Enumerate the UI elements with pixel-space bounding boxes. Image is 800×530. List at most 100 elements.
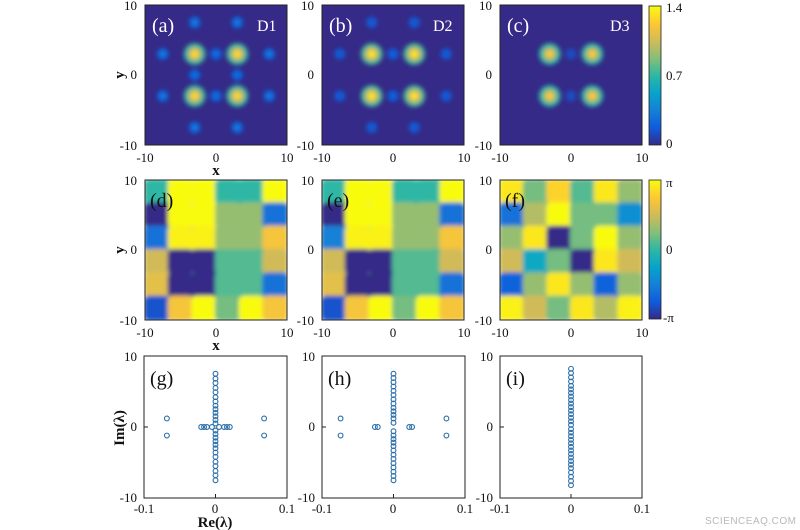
y-tick-e-mid: 0 — [308, 242, 315, 257]
y-tick-d-mid: 0 — [131, 242, 138, 257]
spectrum-scatter-h — [321, 355, 466, 499]
density-peak-core — [589, 50, 596, 58]
phase-cell — [145, 272, 170, 298]
eigenvalue-point — [261, 415, 268, 422]
eigenvalue-point — [212, 434, 219, 441]
x-tick-c-left: -10 — [491, 150, 508, 165]
phase-cell — [262, 225, 287, 251]
x-tick-i-right: 0.1 — [634, 501, 650, 516]
phase-cell — [392, 202, 418, 228]
y-tick-a-mid: 0 — [131, 67, 138, 82]
phase-cell — [392, 225, 418, 251]
density-peak-core — [569, 94, 573, 98]
phase-cell — [570, 180, 596, 205]
phase-cell — [500, 272, 525, 298]
phase-cell — [500, 180, 525, 205]
y-tick-i-top: 10 — [480, 349, 493, 364]
phase-cell — [617, 202, 642, 228]
eigenvalue-point — [568, 443, 574, 450]
density-peak-core — [160, 52, 165, 56]
density-peak-core — [368, 92, 376, 100]
eigenvalue-point — [568, 451, 574, 457]
eigenvalue-point — [568, 407, 574, 414]
y-tick-f-bot: -10 — [475, 313, 492, 328]
y-tick-e-top: 10 — [301, 173, 314, 188]
x-tick-g-left: -0.1 — [134, 501, 155, 516]
y-tick-b-mid: 0 — [308, 67, 315, 82]
y-tick-g-mid: 0 — [131, 419, 138, 434]
heatmap-background — [500, 5, 642, 145]
density-peak-core — [267, 94, 272, 98]
eigenvalue-point — [406, 424, 413, 430]
phase-cell — [593, 225, 620, 251]
phase-cell — [322, 249, 347, 275]
eigenvalue-point — [568, 400, 574, 407]
phase-cell — [191, 249, 217, 275]
panel-h: (h) 10 0 -10 -0.1 0 0.1 — [298, 349, 473, 516]
density-colorbar-tick-mid: 0.7 — [666, 68, 683, 83]
density-heatmap-b — [322, 5, 464, 145]
eigenvalue-point — [568, 411, 574, 418]
heatmap-background — [145, 5, 287, 145]
density-peak-core — [412, 125, 417, 130]
phase-cell — [368, 295, 394, 320]
eigenvalue-point — [443, 432, 450, 439]
phase-cell — [368, 202, 394, 228]
phase-cell — [415, 202, 442, 228]
phase-cell — [191, 202, 217, 228]
phase-cell — [392, 180, 418, 205]
phase-cell — [522, 249, 549, 275]
x-tick-a-mid: 0 — [213, 150, 220, 165]
density-colorbar: 1.4 0.7 0 — [648, 0, 683, 151]
y-axis-label-a: y — [112, 71, 128, 79]
phase-cell — [215, 249, 241, 275]
phase-cells — [322, 180, 464, 320]
eigenvalue-point — [568, 389, 574, 396]
panel-c: (c) D3 10 0 -10 -10 0 10 — [475, 0, 649, 165]
density-peak-core — [411, 92, 418, 100]
phase-cell — [145, 180, 170, 205]
eigenvalue-point — [568, 418, 574, 425]
eigenvalue-point — [568, 397, 574, 403]
x-tick-h-left: -0.1 — [312, 501, 333, 516]
y-tick-h-mid: 0 — [309, 419, 316, 434]
phase-cell — [522, 225, 549, 251]
phase-cell — [500, 249, 525, 275]
density-peak-core — [160, 94, 165, 98]
y-tick-i-mid: 0 — [487, 419, 494, 434]
density-heatmap-a — [145, 5, 287, 145]
phase-cell — [415, 295, 442, 320]
phase-cell — [617, 249, 642, 275]
eigenvalue-point — [390, 439, 397, 446]
phase-cell — [439, 249, 464, 275]
phase-cell — [145, 225, 170, 251]
phase-cell — [593, 295, 620, 320]
eigenvalue-point — [568, 447, 574, 454]
x-tick-f-left: -10 — [491, 325, 508, 340]
phase-cell — [238, 225, 265, 251]
phase-cell — [191, 272, 217, 298]
y-tick-b-top: 10 — [301, 0, 314, 13]
phase-cell — [415, 225, 442, 251]
density-peak-core — [235, 20, 240, 25]
eigenvalue-point — [568, 461, 574, 468]
eigenvalue-point — [409, 424, 416, 430]
phase-cell — [392, 295, 418, 320]
density-peak-core — [546, 92, 553, 100]
eigenvalue-point — [390, 428, 397, 435]
panel-d-frame — [144, 179, 288, 321]
density-peak-core — [192, 73, 197, 77]
eigenvalue-point — [337, 432, 344, 439]
y-tick-g-bot: -10 — [120, 490, 137, 505]
eigenvalue-point — [390, 415, 397, 422]
phase-cells — [500, 180, 642, 320]
eigenvalue-point — [261, 432, 268, 439]
phase-cell — [167, 272, 194, 298]
phase-cell — [546, 272, 572, 298]
y-tick-a-top: 10 — [124, 0, 137, 13]
y-tick-c-top: 10 — [479, 0, 492, 13]
phase-cell — [238, 249, 265, 275]
density-peak-core — [191, 92, 198, 100]
phase-cell — [215, 225, 241, 251]
phase-cell — [546, 180, 572, 205]
